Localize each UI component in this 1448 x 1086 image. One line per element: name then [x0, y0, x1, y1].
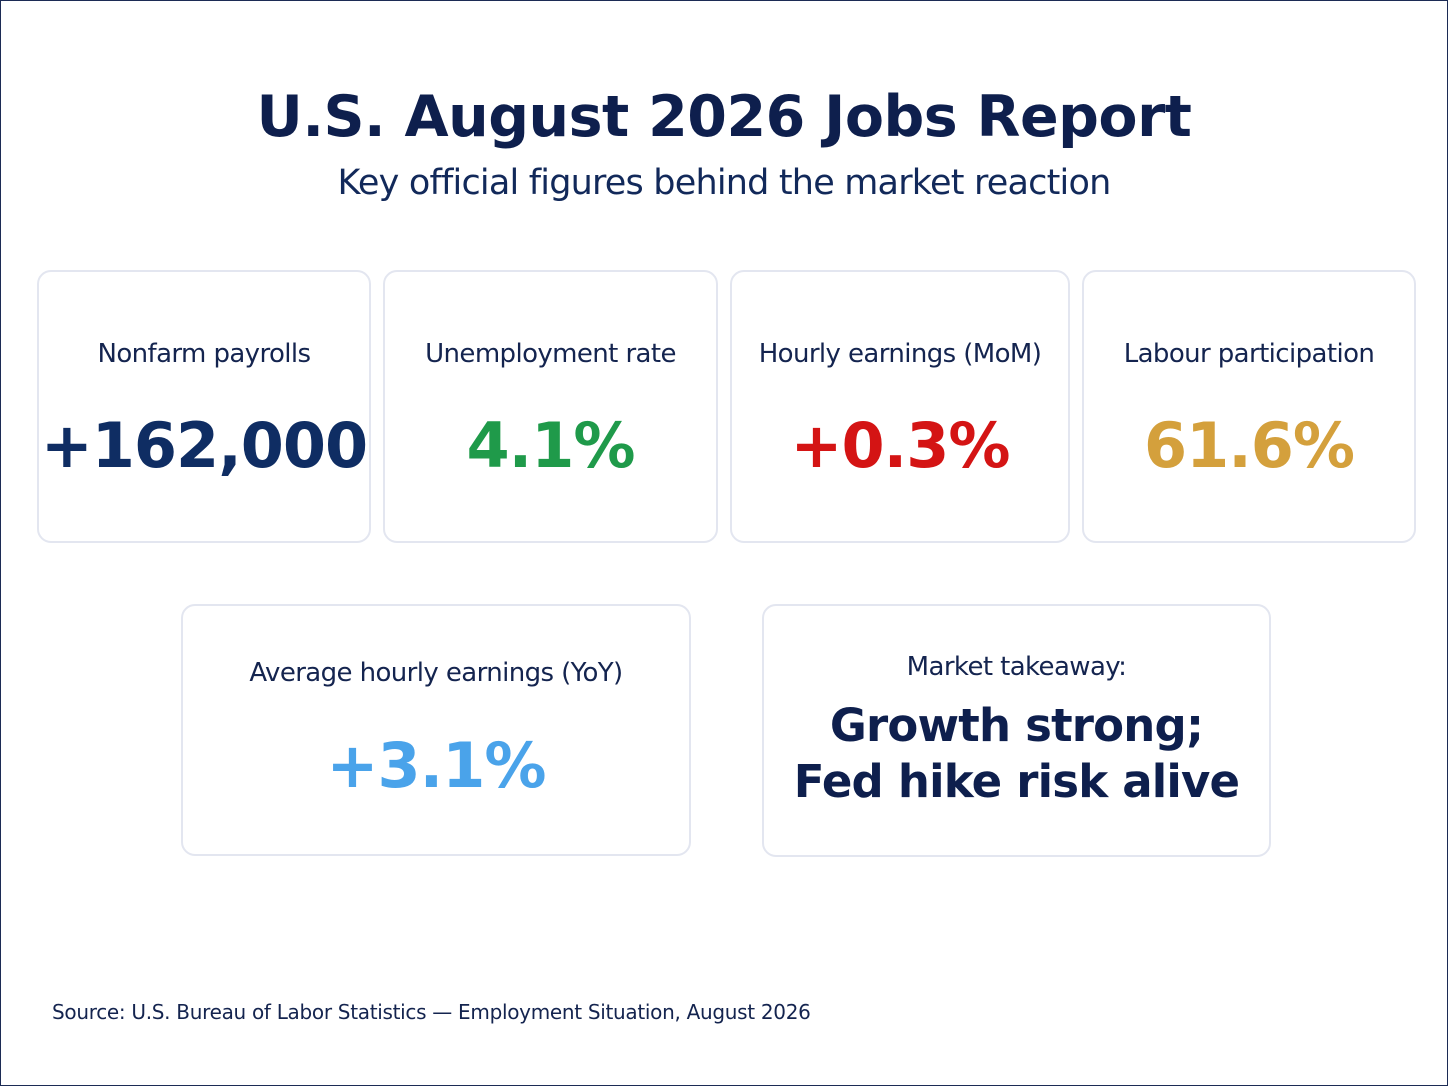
card-value: +3.1%	[326, 729, 547, 802]
card-label: Labour participation	[1123, 339, 1375, 369]
page-title: U.S. August 2026 Jobs Report	[256, 84, 1192, 150]
takeaway-line-2: Fed hike risk alive	[793, 755, 1240, 808]
card-value: +0.3%	[790, 409, 1011, 482]
card-value: +162,000	[40, 409, 368, 482]
source-note: Source: U.S. Bureau of Labor Statistics …	[52, 1000, 811, 1024]
card-label: Average hourly earnings (YoY)	[249, 658, 623, 688]
card-nonfarm-payrolls: Nonfarm payrolls +162,000	[37, 270, 371, 543]
card-hourly-earnings-mom: Hourly earnings (MoM) +0.3%	[730, 270, 1070, 543]
takeaway-label: Market takeaway:	[906, 652, 1127, 682]
card-label: Unemployment rate	[425, 339, 676, 369]
card-label: Nonfarm payrolls	[97, 339, 312, 369]
page-subtitle: Key official figures behind the market r…	[337, 163, 1112, 203]
card-average-hourly-earnings-yoy: Average hourly earnings (YoY) +3.1%	[181, 604, 691, 856]
card-label: Hourly earnings (MoM)	[758, 339, 1042, 369]
card-value: 61.6%	[1143, 409, 1355, 482]
takeaway-line-1: Growth strong;	[829, 699, 1204, 752]
card-labour-participation: Labour participation 61.6%	[1082, 270, 1416, 543]
card-value: 4.1%	[466, 409, 636, 482]
card-unemployment-rate: Unemployment rate 4.1%	[383, 270, 718, 543]
card-market-takeaway: Market takeaway: Growth strong; Fed hike…	[762, 604, 1271, 857]
